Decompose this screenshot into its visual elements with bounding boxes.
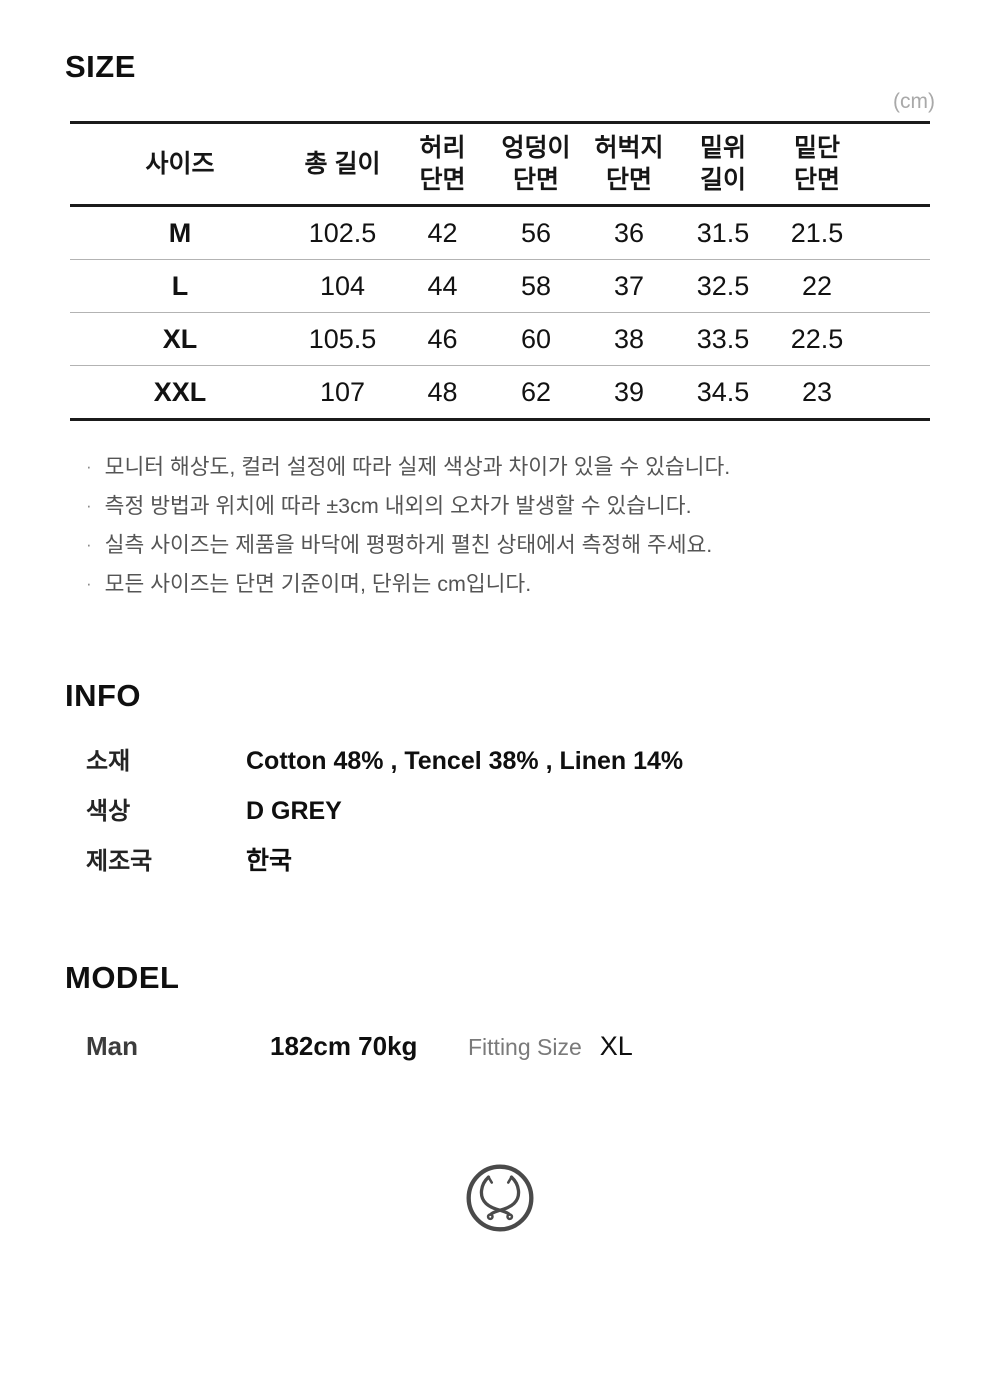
cell-size: XXL xyxy=(70,365,290,420)
cell-thigh: 38 xyxy=(582,312,676,366)
cell-total-length: 102.5 xyxy=(308,217,377,248)
info-label: 색상 xyxy=(86,797,131,825)
info-value: Cotton 48% , Tencel 38% , Linen 14% xyxy=(246,746,684,775)
note-item: · 모니터 해상도, 컬러 설정에 따라 실제 색상과 차이가 있을 수 있습니… xyxy=(86,455,1000,479)
col-header-thigh: 허벅지 단면 xyxy=(582,122,676,208)
info-row-country: 제조국 한국 xyxy=(86,841,1000,891)
unit-label-cm: (cm) xyxy=(893,90,935,114)
cell-hem: 21.5 xyxy=(790,217,844,248)
cell-total-length: 107 xyxy=(290,365,395,420)
bullet-dot: · xyxy=(86,457,92,477)
col-header-total-length: 총 길이 xyxy=(290,122,395,208)
cell-spacer xyxy=(864,312,930,366)
cell-waist: 46 xyxy=(395,312,490,366)
col-header-waist: 허리 단면 xyxy=(395,122,490,208)
cell-hip: 56 xyxy=(520,217,552,248)
cell-size: XL xyxy=(70,312,290,366)
fitting-size-label: Fitting Size xyxy=(468,1033,582,1060)
col-header-rise: 밑위 길이 xyxy=(676,122,770,208)
cell-hem: 22.5 xyxy=(770,312,864,366)
table-row-m: M 102.5 42 56 36 31.5 21.5 xyxy=(70,206,930,260)
cell-hip: 58 xyxy=(490,259,582,313)
note-text: 측정 방법과 위치에 따라 ±3cm 내외의 오차가 발생할 수 있습니다. xyxy=(104,494,692,519)
cell-thigh: 39 xyxy=(582,365,676,420)
cell-total-length: 105.5 xyxy=(290,312,395,366)
cell-thigh: 36 xyxy=(613,217,645,248)
model-info-row: Man 182cm 70kg Fitting Size XL xyxy=(86,1031,1000,1062)
note-item: · 모든 사이즈는 단면 기준이며, 단위는 cm입니다. xyxy=(86,572,1000,596)
size-table-header-row: 사이즈 총 길이 허리 단면 엉덩이 단면 허벅지 단면 밑위 길이 밑단 단면 xyxy=(70,122,930,208)
table-row-xl: XL 105.5 46 60 38 33.5 22.5 xyxy=(70,312,930,366)
cell-hip: 62 xyxy=(490,365,582,420)
col-header-size: 사이즈 xyxy=(70,122,290,208)
cell-waist: 48 xyxy=(395,365,490,420)
info-label: 제조국 xyxy=(86,847,153,875)
size-section-title: SIZE xyxy=(65,49,136,84)
bullet-dot: · xyxy=(86,535,92,555)
info-row-material: 소재 Cotton 48% , Tencel 38% , Linen 14% xyxy=(86,741,1000,791)
cell-rise: 33.5 xyxy=(676,312,770,366)
note-item: · 실측 사이즈는 제품을 바닥에 평평하게 펼친 상태에서 측정해 주세요. xyxy=(86,533,1000,557)
cell-total-length: 104 xyxy=(290,259,395,313)
model-section-title: MODEL xyxy=(65,959,180,995)
info-value: D GREY xyxy=(246,796,342,825)
table-row-xxl: XXL 107 48 62 39 34.5 23 xyxy=(70,365,930,420)
size-table: 사이즈 총 길이 허리 단면 엉덩이 단면 허벅지 단면 밑위 길이 밑단 단면… xyxy=(70,121,930,422)
cell-rise: 31.5 xyxy=(696,217,750,248)
col-header-hip: 엉덩이 단면 xyxy=(490,122,582,208)
size-notes-list: · 모니터 해상도, 컬러 설정에 따라 실제 색상과 차이가 있을 수 있습니… xyxy=(86,455,1000,596)
table-row-l: L 104 44 58 37 32.5 22 xyxy=(70,259,930,313)
info-value: 한국 xyxy=(246,846,293,875)
info-row-color: 색상 D GREY xyxy=(86,791,1000,841)
note-text: 모니터 해상도, 컬러 설정에 따라 실제 색상과 차이가 있을 수 있습니다. xyxy=(104,455,731,480)
brand-logo xyxy=(464,1162,536,1234)
info-label: 소재 xyxy=(86,747,131,775)
model-stats: 182cm 70kg xyxy=(270,1030,418,1061)
model-gender: Man xyxy=(86,1030,138,1061)
cell-waist: 44 xyxy=(395,259,490,313)
cell-spacer xyxy=(864,259,930,313)
cell-hem: 23 xyxy=(770,365,864,420)
col-header-hem: 밑단 단면 xyxy=(770,122,864,208)
cell-spacer xyxy=(864,206,930,260)
bullet-dot: · xyxy=(86,496,92,516)
cell-size: M xyxy=(168,217,192,248)
info-rows: 소재 Cotton 48% , Tencel 38% , Linen 14% 색… xyxy=(86,741,1000,891)
cell-rise: 32.5 xyxy=(676,259,770,313)
col-header-spacer xyxy=(864,122,930,208)
cell-waist: 42 xyxy=(427,217,458,248)
cell-rise: 34.5 xyxy=(676,365,770,420)
cell-hip: 60 xyxy=(490,312,582,366)
fitting-size-value: XL xyxy=(599,1030,633,1061)
bullet-dot: · xyxy=(86,574,92,594)
note-text: 모든 사이즈는 단면 기준이며, 단위는 cm입니다. xyxy=(104,572,532,597)
info-section-title: INFO xyxy=(65,677,142,713)
note-text: 실측 사이즈는 제품을 바닥에 평평하게 펼친 상태에서 측정해 주세요. xyxy=(104,533,713,558)
crossed-fishhooks-logo-icon xyxy=(466,1164,534,1232)
cell-hem: 22 xyxy=(770,259,864,313)
note-item: · 측정 방법과 위치에 따라 ±3cm 내외의 오차가 발생할 수 있습니다. xyxy=(86,494,1000,518)
cell-spacer xyxy=(864,365,930,420)
cell-size: L xyxy=(70,259,290,313)
cell-thigh: 37 xyxy=(582,259,676,313)
